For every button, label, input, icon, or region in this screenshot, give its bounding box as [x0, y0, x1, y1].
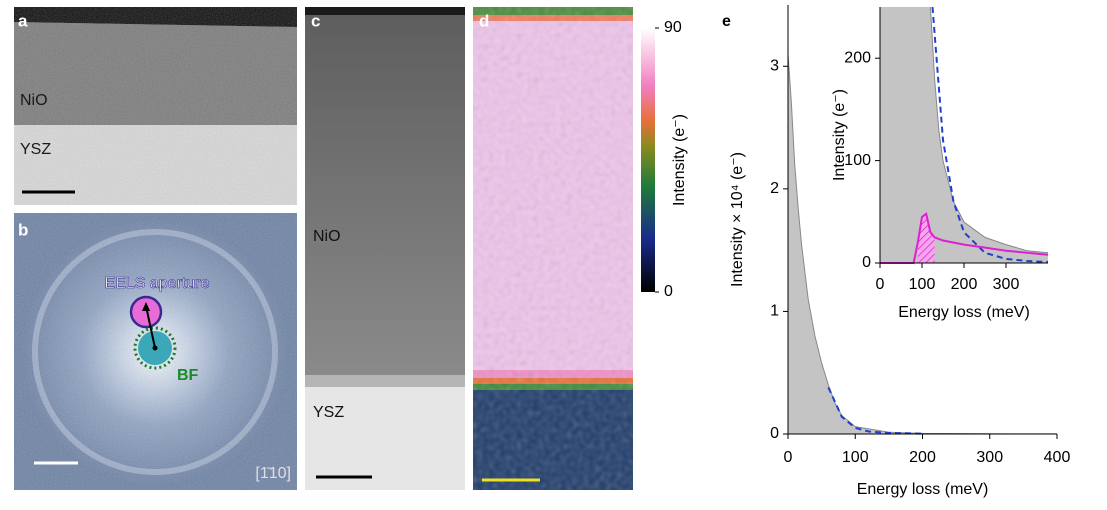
eels-aperture [129, 295, 163, 329]
hatched-area [917, 213, 935, 263]
top-layer [305, 7, 465, 15]
panel-label: d [479, 11, 489, 30]
panel-label: a [18, 11, 28, 30]
signal-line [880, 212, 1049, 264]
x-tick-label: 200 [951, 276, 978, 293]
plot-area [788, 53, 1058, 435]
annotation: EELS aperture [105, 275, 210, 292]
arrow [145, 305, 156, 349]
nio-layer [305, 15, 465, 375]
layer-label: YSZ [20, 141, 51, 158]
y-tick-label: 1 [770, 303, 779, 320]
x-tick-label: 100 [909, 276, 936, 293]
x-axis-label: Energy loss (meV) [857, 481, 989, 498]
x-tick-label: 0 [876, 276, 885, 293]
bf-ring [133, 326, 177, 370]
x-tick-label: 300 [993, 276, 1020, 293]
x-tick-label: 400 [1044, 449, 1071, 466]
image-noise [473, 7, 633, 490]
panel-label: b [18, 220, 28, 239]
panel-c: c NiO YSZ [305, 7, 465, 490]
y-tick-label: 200 [844, 49, 871, 66]
fit-line [931, 7, 1049, 263]
area-fill [788, 54, 1057, 434]
panel-label: e [722, 13, 731, 30]
interface [305, 375, 465, 387]
colorbar-tick-label: 0 [664, 283, 673, 300]
x-tick-label: 100 [842, 449, 869, 466]
x-tick-label: 0 [784, 449, 793, 466]
colorbar [641, 28, 655, 292]
arrow-origin [152, 345, 158, 351]
arrow-head [142, 302, 150, 311]
panel-label: c [311, 11, 320, 30]
y-tick-label: 3 [770, 58, 779, 75]
area-fill [880, 7, 1048, 263]
zone-axis: [1̄10] [255, 465, 291, 482]
y-tick-label: 0 [770, 425, 779, 442]
image-noise [14, 7, 297, 205]
layer-label: NiO [20, 92, 48, 109]
annotation: BF [177, 367, 199, 384]
y-tick-label: 100 [844, 152, 871, 169]
spectrum-line [929, 7, 1049, 254]
layer-label: NiO [313, 228, 341, 245]
x-tick-label: 200 [909, 449, 936, 466]
colorbar-tick-label: 90 [664, 19, 682, 36]
panel-d: d Intensity (e⁻) [473, 7, 688, 490]
panel-b: EELS aperture BF [1̄10] b [14, 213, 297, 490]
y-axis-label: Intensity (e⁻) [831, 89, 848, 181]
x-axis-label: Energy loss (meV) [898, 304, 1030, 321]
layer-label: YSZ [313, 404, 344, 421]
plot-area [880, 7, 1049, 264]
x-tick-label: 300 [976, 449, 1003, 466]
y-tick-label: 0 [862, 254, 871, 271]
y-axis-label: Intensity × 10⁴ (e⁻) [729, 152, 746, 287]
colorbar-label: Intensity (e⁻) [671, 114, 688, 206]
y-tick-label: 2 [770, 180, 779, 197]
panel-a: a NiO YSZ [14, 7, 297, 205]
